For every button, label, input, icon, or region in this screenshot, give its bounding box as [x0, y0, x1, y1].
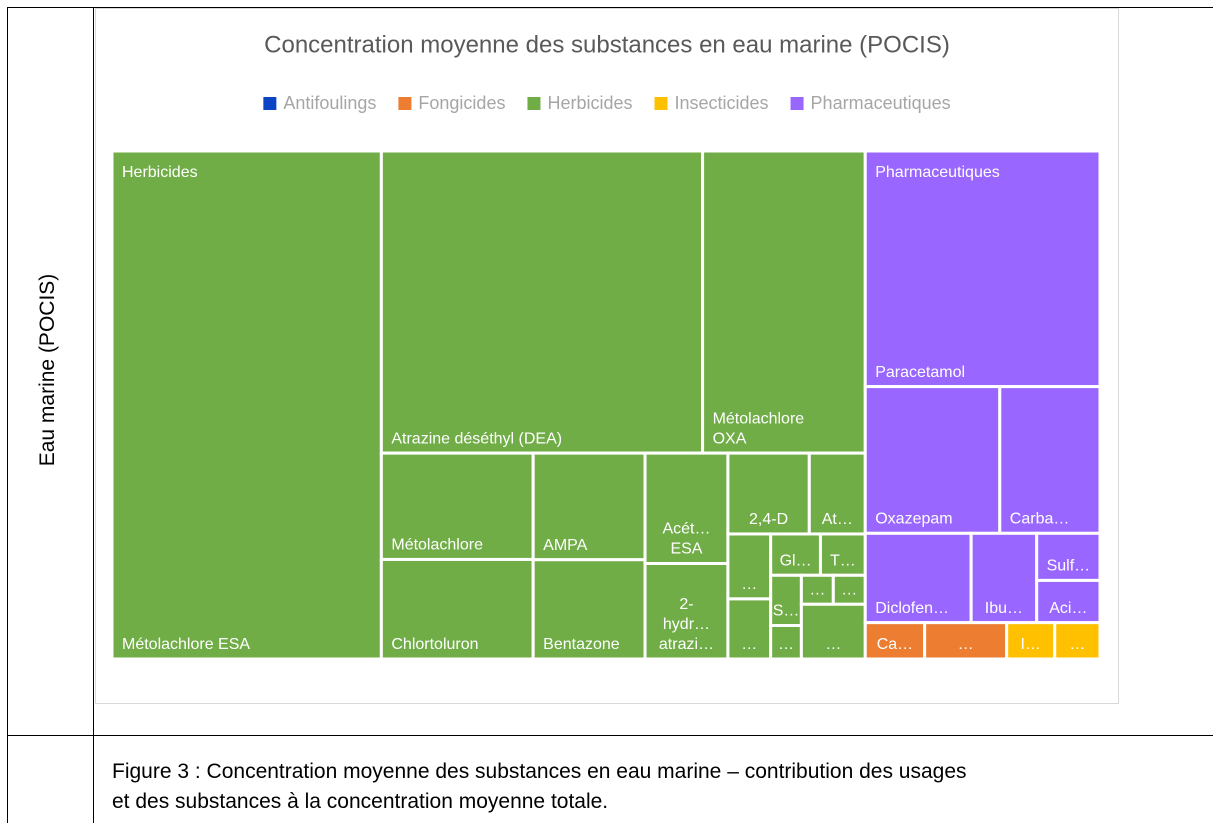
- legend-label: Pharmaceutiques: [811, 93, 951, 113]
- table-border: [7, 7, 1213, 8]
- cell-label: hydr…: [663, 616, 710, 633]
- cell-label: Ca…: [877, 636, 913, 653]
- legend-swatch: [654, 97, 668, 110]
- treemap-cell: [643, 562, 730, 661]
- cell-label: …: [1069, 636, 1085, 653]
- cell-label: …: [741, 636, 757, 653]
- legend-swatch: [263, 97, 277, 110]
- cell-label: Carba…: [1010, 511, 1070, 528]
- treemap-cell: [726, 597, 773, 661]
- cell-label: T…: [830, 553, 856, 570]
- cell-label: Ibu…: [985, 600, 1023, 617]
- treemap-cell: [998, 385, 1102, 535]
- group-label: Herbicides: [122, 164, 198, 181]
- cell-label: OXA: [713, 430, 747, 447]
- cell-label: Acét…: [662, 521, 710, 538]
- cell-label: AMPA: [543, 537, 587, 554]
- cell-label: Métolachlore ESA: [122, 636, 250, 653]
- chart: Concentration moyenne des substances en …: [95, 8, 1119, 704]
- treemap-cell: [379, 149, 705, 455]
- cell-label: Paracetamol: [875, 364, 965, 381]
- treemap-cell: [799, 602, 867, 661]
- cell-label: ESA: [670, 541, 702, 558]
- caption-line: et des substances à la concentration moy…: [112, 790, 609, 813]
- cell-label: Diclofen…: [875, 600, 949, 617]
- cell-label: I…: [1020, 636, 1040, 653]
- cell-label: 2-: [679, 596, 693, 613]
- treemap-cell: [379, 451, 535, 561]
- cell-label: S…: [773, 603, 800, 620]
- cell-label: Bentazone: [543, 636, 620, 653]
- table-border: [93, 7, 94, 823]
- chart-title: Concentration moyenne des substances en …: [264, 31, 950, 58]
- cell-label: …: [841, 581, 857, 598]
- legend-label: Antifoulings: [283, 93, 376, 113]
- cell-label: Chlortoluron: [391, 636, 478, 653]
- legend-swatch: [398, 97, 412, 110]
- cell-label: …: [825, 636, 841, 653]
- treemap-cell: [110, 149, 383, 661]
- legend-label: Insecticides: [675, 93, 769, 113]
- cell-label: At…: [822, 511, 853, 528]
- treemap-cell: [863, 149, 1102, 389]
- legend-swatch: [527, 97, 541, 110]
- cell-label: …: [958, 636, 974, 653]
- cell-label: …: [809, 581, 825, 598]
- cell-label: …: [741, 576, 757, 593]
- cell-label: Aci…: [1049, 600, 1087, 617]
- legend-swatch: [790, 97, 804, 110]
- group-label: Pharmaceutiques: [875, 164, 1000, 181]
- cell-label: Sulf…: [1047, 558, 1091, 575]
- legend-label: Herbicides: [547, 93, 632, 113]
- treemap-cell: [1035, 531, 1102, 582]
- caption-line: Figure 3 : Concentration moyenne des sub…: [112, 760, 967, 783]
- treemap-cell: [807, 451, 867, 536]
- treemap-cell: [863, 385, 1002, 535]
- cell-label: Métolachlore: [391, 537, 483, 554]
- treemap-cell: [701, 149, 867, 455]
- treemap-cell: [863, 621, 927, 661]
- table-border: [7, 735, 1213, 736]
- cell-label: …: [778, 636, 794, 653]
- cell-label: atrazi…: [659, 636, 714, 653]
- cell-label: Gl…: [780, 553, 812, 570]
- treemap-cell: [531, 558, 647, 661]
- cell-label: 2,4-D: [749, 511, 788, 528]
- cell-label: Atrazine déséthyl (DEA): [391, 430, 562, 447]
- row-label: Eau marine (POCIS): [36, 273, 59, 467]
- table-border: [7, 7, 8, 823]
- treemap-cell: [1053, 621, 1102, 661]
- legend-label: Fongicides: [418, 93, 505, 113]
- cell-label: Oxazepam: [875, 511, 952, 528]
- caption: Figure 3 : Concentration moyenne des sub…: [112, 757, 967, 817]
- cell-label: Métolachlore: [713, 410, 805, 427]
- treemap-cell: [1005, 621, 1057, 661]
